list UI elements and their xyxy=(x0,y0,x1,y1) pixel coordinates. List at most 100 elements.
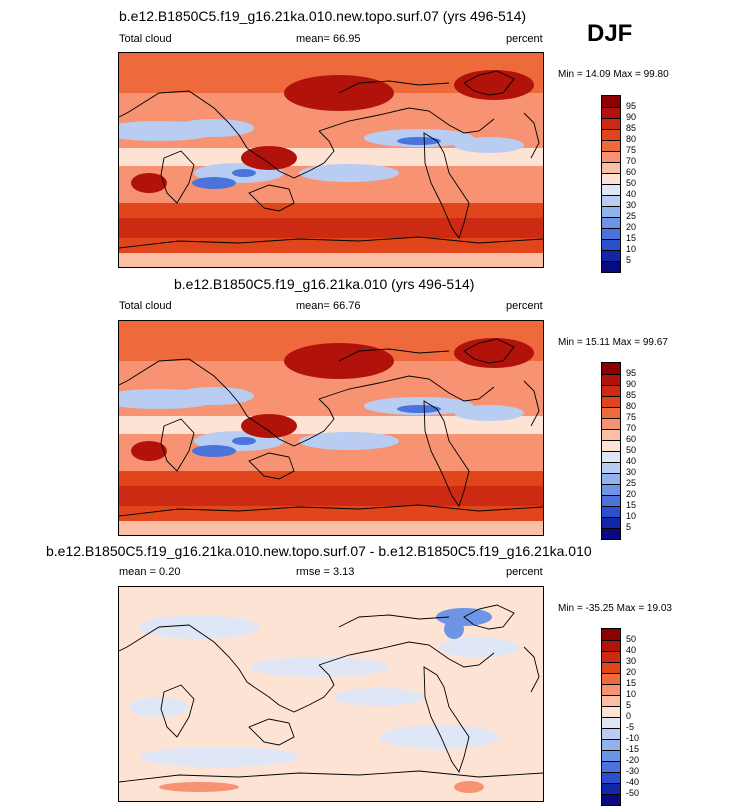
colorbar-swatch xyxy=(602,484,620,495)
colorbar-swatch xyxy=(602,239,620,250)
colorbar-swatch xyxy=(602,118,620,129)
colorbar-label: 20 xyxy=(626,222,637,232)
colorbar-swatch xyxy=(602,96,620,107)
colorbar-label: 25 xyxy=(626,211,637,221)
colorbar-swatch xyxy=(602,662,620,673)
colorbar-label: 20 xyxy=(626,489,637,499)
colorbar-swatch xyxy=(602,206,620,217)
colorbar-swatch xyxy=(602,673,620,684)
panel-3-colorbar: 50 40 30 20 15 10 5 0 -5 -10 -15 -20 -30 -40 -50 xyxy=(601,628,639,806)
panel-1-minmax: Min = 14.09 Max = 99.80 xyxy=(558,69,669,80)
colorbar-swatch xyxy=(602,429,620,440)
panel-2-minmax: Min = 15.11 Max = 99.67 xyxy=(558,337,668,348)
panel-1-contour-field xyxy=(119,53,543,267)
colorbar-label: 70 xyxy=(626,156,637,166)
colorbar-label: 20 xyxy=(626,667,637,677)
colorbar-label: -10 xyxy=(626,733,640,743)
panel-2-units: percent xyxy=(506,300,543,312)
colorbar-swatch xyxy=(602,728,620,739)
colorbar-label: 10 xyxy=(626,689,637,699)
colorbar-label: 10 xyxy=(626,244,637,254)
colorbar-swatch xyxy=(602,772,620,783)
colorbar-swatch xyxy=(602,684,620,695)
colorbar-label: 10 xyxy=(626,511,637,521)
colorbar-label: -20 xyxy=(626,755,640,765)
colorbar-label: 60 xyxy=(626,167,637,177)
colorbar-label: 95 xyxy=(626,368,637,378)
colorbar-label: 30 xyxy=(626,200,637,210)
panel-3-rmse: rmse = 3.13 xyxy=(296,566,355,578)
colorbar-swatch xyxy=(602,651,620,662)
colorbar-swatch xyxy=(602,107,620,118)
colorbar-label: 25 xyxy=(626,478,637,488)
colorbar-label: 95 xyxy=(626,101,637,111)
colorbar-label: 30 xyxy=(626,656,637,666)
panel-2-map xyxy=(118,320,544,536)
colorbar-swatch xyxy=(602,750,620,761)
colorbar-label: 85 xyxy=(626,390,637,400)
colorbar-label: 5 xyxy=(626,522,632,532)
panel-3-title: b.e12.B1850C5.f19_g16.21ka.010.new.topo.… xyxy=(46,543,592,559)
panel-2-colorbar: 95 90 85 80 75 70 60 50 40 30 25 20 15 10 5 xyxy=(601,362,636,540)
colorbar-swatch xyxy=(602,440,620,451)
colorbar-swatch xyxy=(602,217,620,228)
colorbar-swatch xyxy=(602,363,620,374)
colorbar-swatch xyxy=(602,173,620,184)
colorbar-label: 30 xyxy=(626,467,637,477)
colorbar-label: 90 xyxy=(626,379,637,389)
panel-3-map xyxy=(118,586,544,802)
colorbar-label: 15 xyxy=(626,233,637,243)
colorbar-swatch xyxy=(602,162,620,173)
colorbar-swatch xyxy=(602,418,620,429)
colorbar-label: 40 xyxy=(626,189,637,199)
colorbar-swatch xyxy=(602,739,620,750)
colorbar-label: -5 xyxy=(626,722,635,732)
colorbar-swatch xyxy=(602,396,620,407)
panel-1-variable-label: Total cloud xyxy=(119,33,172,45)
colorbar-label: 40 xyxy=(626,645,637,655)
colorbar-label: 75 xyxy=(626,145,637,155)
colorbar-swatch xyxy=(602,151,620,162)
colorbar-label: 60 xyxy=(626,434,637,444)
panel-2-variable-label: Total cloud xyxy=(119,300,172,312)
colorbar-label: -30 xyxy=(626,766,640,776)
colorbar-label: 85 xyxy=(626,123,637,133)
panel-1-units: percent xyxy=(506,33,543,45)
colorbar-label: 90 xyxy=(626,112,637,122)
panel-2-mean: mean= 66.76 xyxy=(296,300,361,312)
panel-2-contour-field xyxy=(119,321,543,535)
colorbar-label: 50 xyxy=(626,178,637,188)
panel-1-mean: mean= 66.95 xyxy=(296,33,361,45)
panel-3-contour-field xyxy=(119,587,543,801)
colorbar-label: -50 xyxy=(626,788,640,798)
colorbar-swatch xyxy=(602,506,620,517)
colorbar-label: 80 xyxy=(626,401,637,411)
panel-3-units: percent xyxy=(506,566,543,578)
colorbar-swatch xyxy=(602,250,620,261)
colorbar-label: 50 xyxy=(626,634,637,644)
colorbar-label: 5 xyxy=(626,700,632,710)
panel-3-minmax: Min = -35.25 Max = 19.03 xyxy=(558,603,672,614)
colorbar-label: 80 xyxy=(626,134,637,144)
colorbar-label: 50 xyxy=(626,445,637,455)
colorbar-swatch xyxy=(602,407,620,418)
colorbar-swatch xyxy=(602,374,620,385)
colorbar-swatch xyxy=(602,717,620,728)
panel-2-title: b.e12.B1850C5.f19_g16.21ka.010 (yrs 496-… xyxy=(174,276,475,292)
colorbar-swatch xyxy=(602,129,620,140)
colorbar-swatch xyxy=(602,640,620,651)
colorbar-swatch xyxy=(602,517,620,528)
colorbar-label: 0 xyxy=(626,711,632,721)
colorbar-swatch xyxy=(602,495,620,506)
colorbar-label: 40 xyxy=(626,456,637,466)
colorbar-swatch xyxy=(602,706,620,717)
colorbar-label: 70 xyxy=(626,423,637,433)
colorbar-swatch xyxy=(602,261,620,272)
season-label: DJF xyxy=(587,20,633,47)
colorbar-label: 15 xyxy=(626,678,637,688)
colorbar-label: -40 xyxy=(626,777,640,787)
colorbar-swatch xyxy=(602,462,620,473)
colorbar-swatch xyxy=(602,695,620,706)
colorbar-swatch xyxy=(602,473,620,484)
colorbar-swatch xyxy=(602,528,620,539)
